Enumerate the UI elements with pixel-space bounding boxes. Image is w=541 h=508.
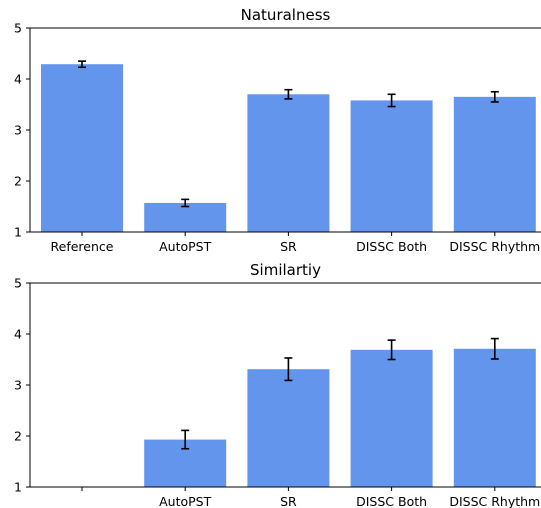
bar xyxy=(350,100,433,232)
y-tick-label: 3 xyxy=(14,123,22,138)
y-tick-label: 1 xyxy=(14,480,22,495)
bar xyxy=(247,369,330,487)
error-bar xyxy=(284,88,293,100)
bar xyxy=(453,96,536,232)
chart-title: Naturalness xyxy=(241,6,331,24)
bar xyxy=(41,64,123,233)
y-tick-label: 3 xyxy=(14,378,22,393)
x-tick-label: DISSC Both xyxy=(356,494,427,508)
chart-title: Similartiy xyxy=(250,261,321,279)
y-tick-label: 4 xyxy=(14,327,22,342)
error-bar xyxy=(490,90,499,103)
y-tick-label: 5 xyxy=(14,276,22,291)
y-tick-label: 2 xyxy=(14,429,22,444)
x-tick-label: DISSC Both xyxy=(356,239,427,254)
error-bar xyxy=(284,357,293,382)
x-tick-label: AutoPST xyxy=(159,494,211,508)
error-bar xyxy=(387,339,396,361)
y-tick-label: 1 xyxy=(14,225,22,240)
error-bar xyxy=(78,60,86,69)
bar xyxy=(144,202,227,232)
naturalness-chart: Naturalness Reference AutoPST SR DISSC Both D… xyxy=(14,6,541,254)
x-tick-label: SR xyxy=(280,239,297,254)
error-bar xyxy=(387,93,396,108)
x-tick-label: SR xyxy=(280,494,297,508)
x-tick-label: DISSC Rhythm xyxy=(449,494,540,508)
bar xyxy=(350,349,433,487)
error-bar xyxy=(490,337,499,360)
error-bar xyxy=(181,198,190,208)
x-tick-label: DISSC Rhythm xyxy=(449,239,540,254)
error-bar xyxy=(181,429,190,450)
bar xyxy=(247,94,330,232)
bar xyxy=(453,348,536,487)
y-tick-label: 4 xyxy=(14,72,22,87)
y-tick-label: 2 xyxy=(14,174,22,189)
x-tick-label: AutoPST xyxy=(159,239,211,254)
y-tick-label: 5 xyxy=(14,21,22,36)
x-tick-label: Reference xyxy=(51,239,114,254)
similarity-chart: Similartiy AutoPST SR DISSC Both DISSC Rhyth… xyxy=(14,261,541,508)
